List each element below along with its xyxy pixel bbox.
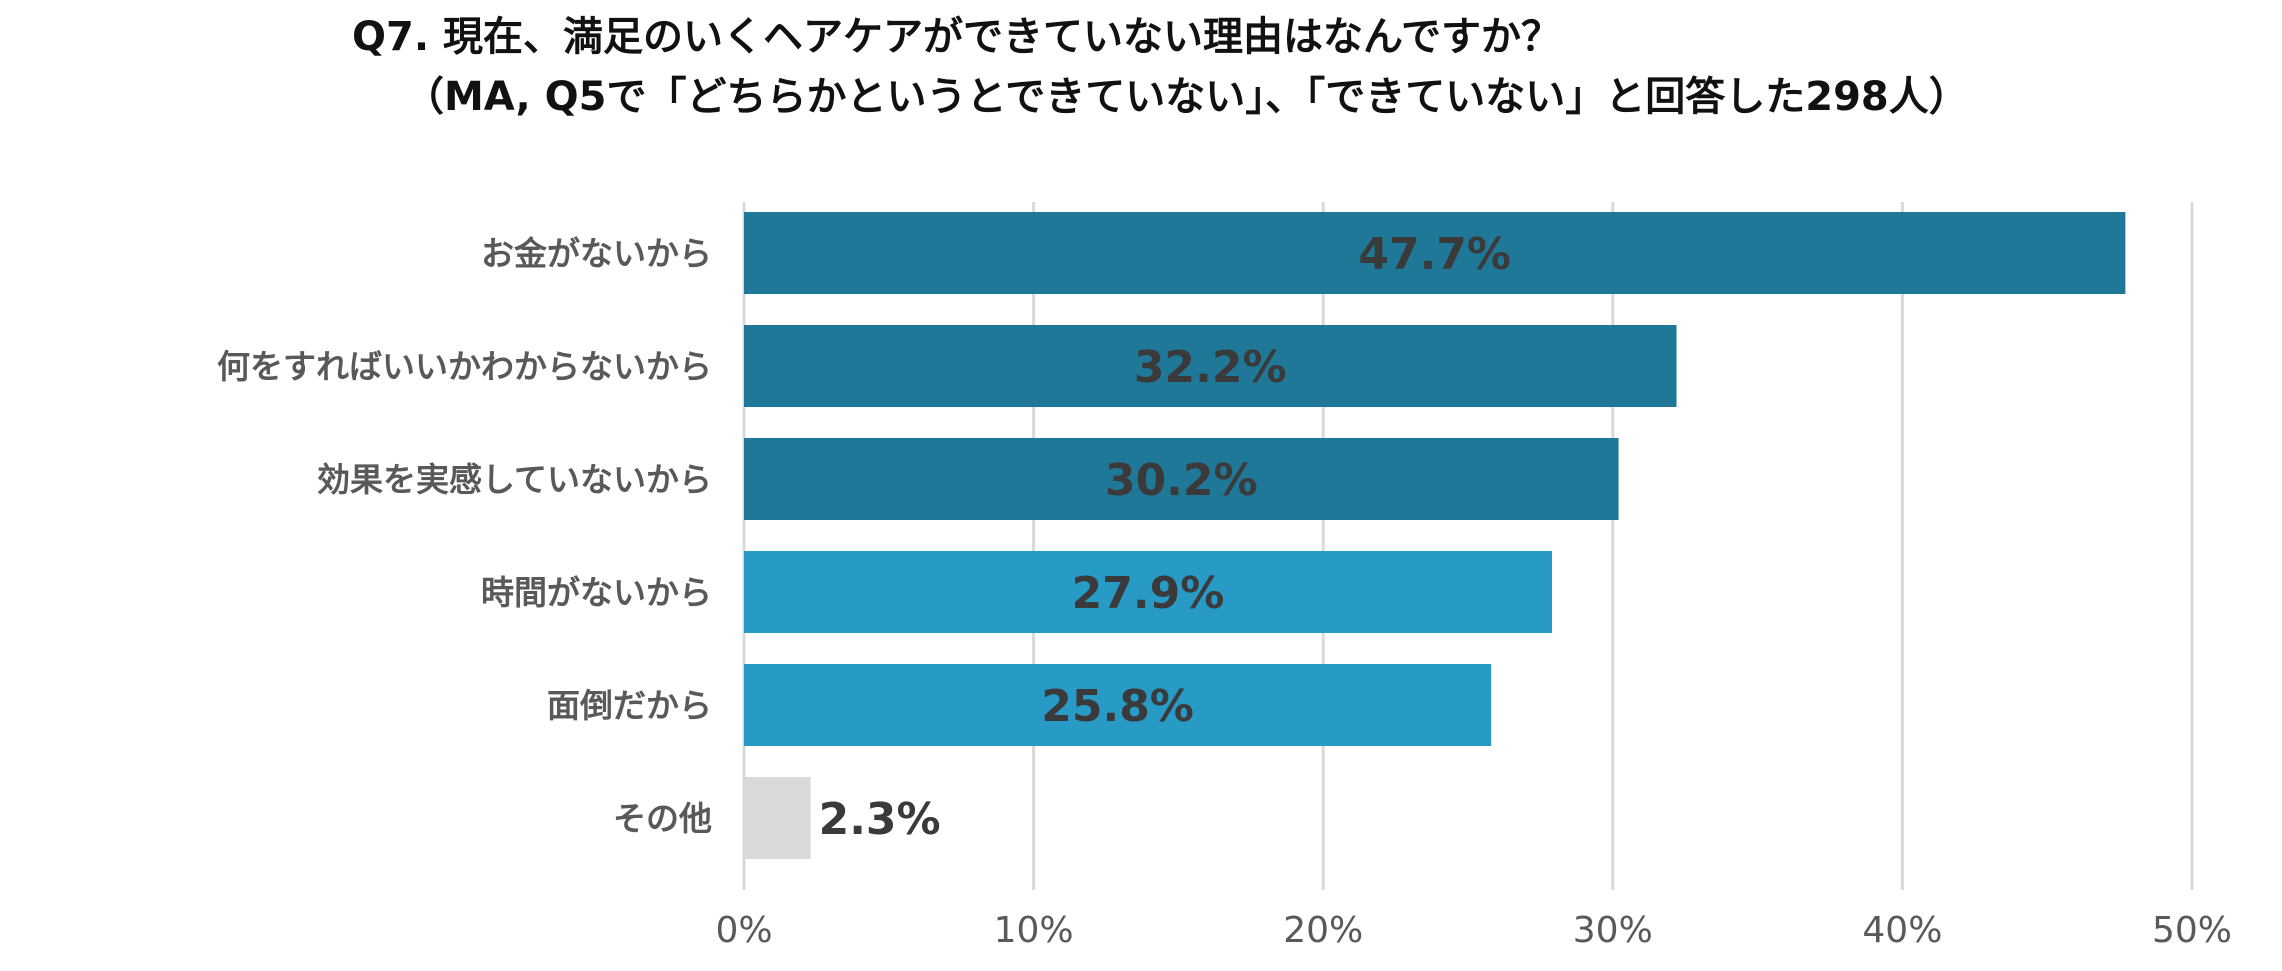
category-label: お金がないから: [481, 234, 712, 273]
data-label: 2.3%: [819, 794, 941, 845]
x-tick-label: 30%: [1573, 910, 1653, 951]
bar: [744, 777, 811, 859]
category-label: 何をすればいいかわからないから: [217, 347, 712, 386]
data-label: 47.7%: [1358, 229, 1511, 280]
chart-subtitle: （MA, Q5で「どちらかというとできていない」、「できていない」と回答した29…: [404, 74, 1969, 120]
category-label: 効果を実感していないから: [317, 460, 712, 499]
category-label: 面倒だから: [547, 686, 712, 725]
category-label: 時間がないから: [481, 573, 712, 612]
bar: [744, 325, 1677, 407]
bar: [744, 664, 1492, 746]
bar: [744, 212, 2126, 294]
bar: [744, 551, 1552, 633]
x-tick-label: 0%: [715, 910, 772, 951]
data-label: 32.2%: [1134, 342, 1287, 393]
data-label: 27.9%: [1072, 568, 1225, 619]
data-label: 30.2%: [1105, 455, 1258, 506]
bar: [744, 438, 1619, 520]
chart-title: Q7. 現在、満足のいくヘアケアができていない理由はなんですか？: [352, 14, 1561, 60]
x-tick-label: 50%: [2152, 910, 2232, 951]
data-label: 25.8%: [1041, 681, 1194, 732]
x-tick-label: 20%: [1283, 910, 1363, 951]
x-tick-label: 40%: [1862, 910, 1942, 951]
x-tick-label: 10%: [994, 910, 1074, 951]
category-label: その他: [613, 799, 712, 838]
